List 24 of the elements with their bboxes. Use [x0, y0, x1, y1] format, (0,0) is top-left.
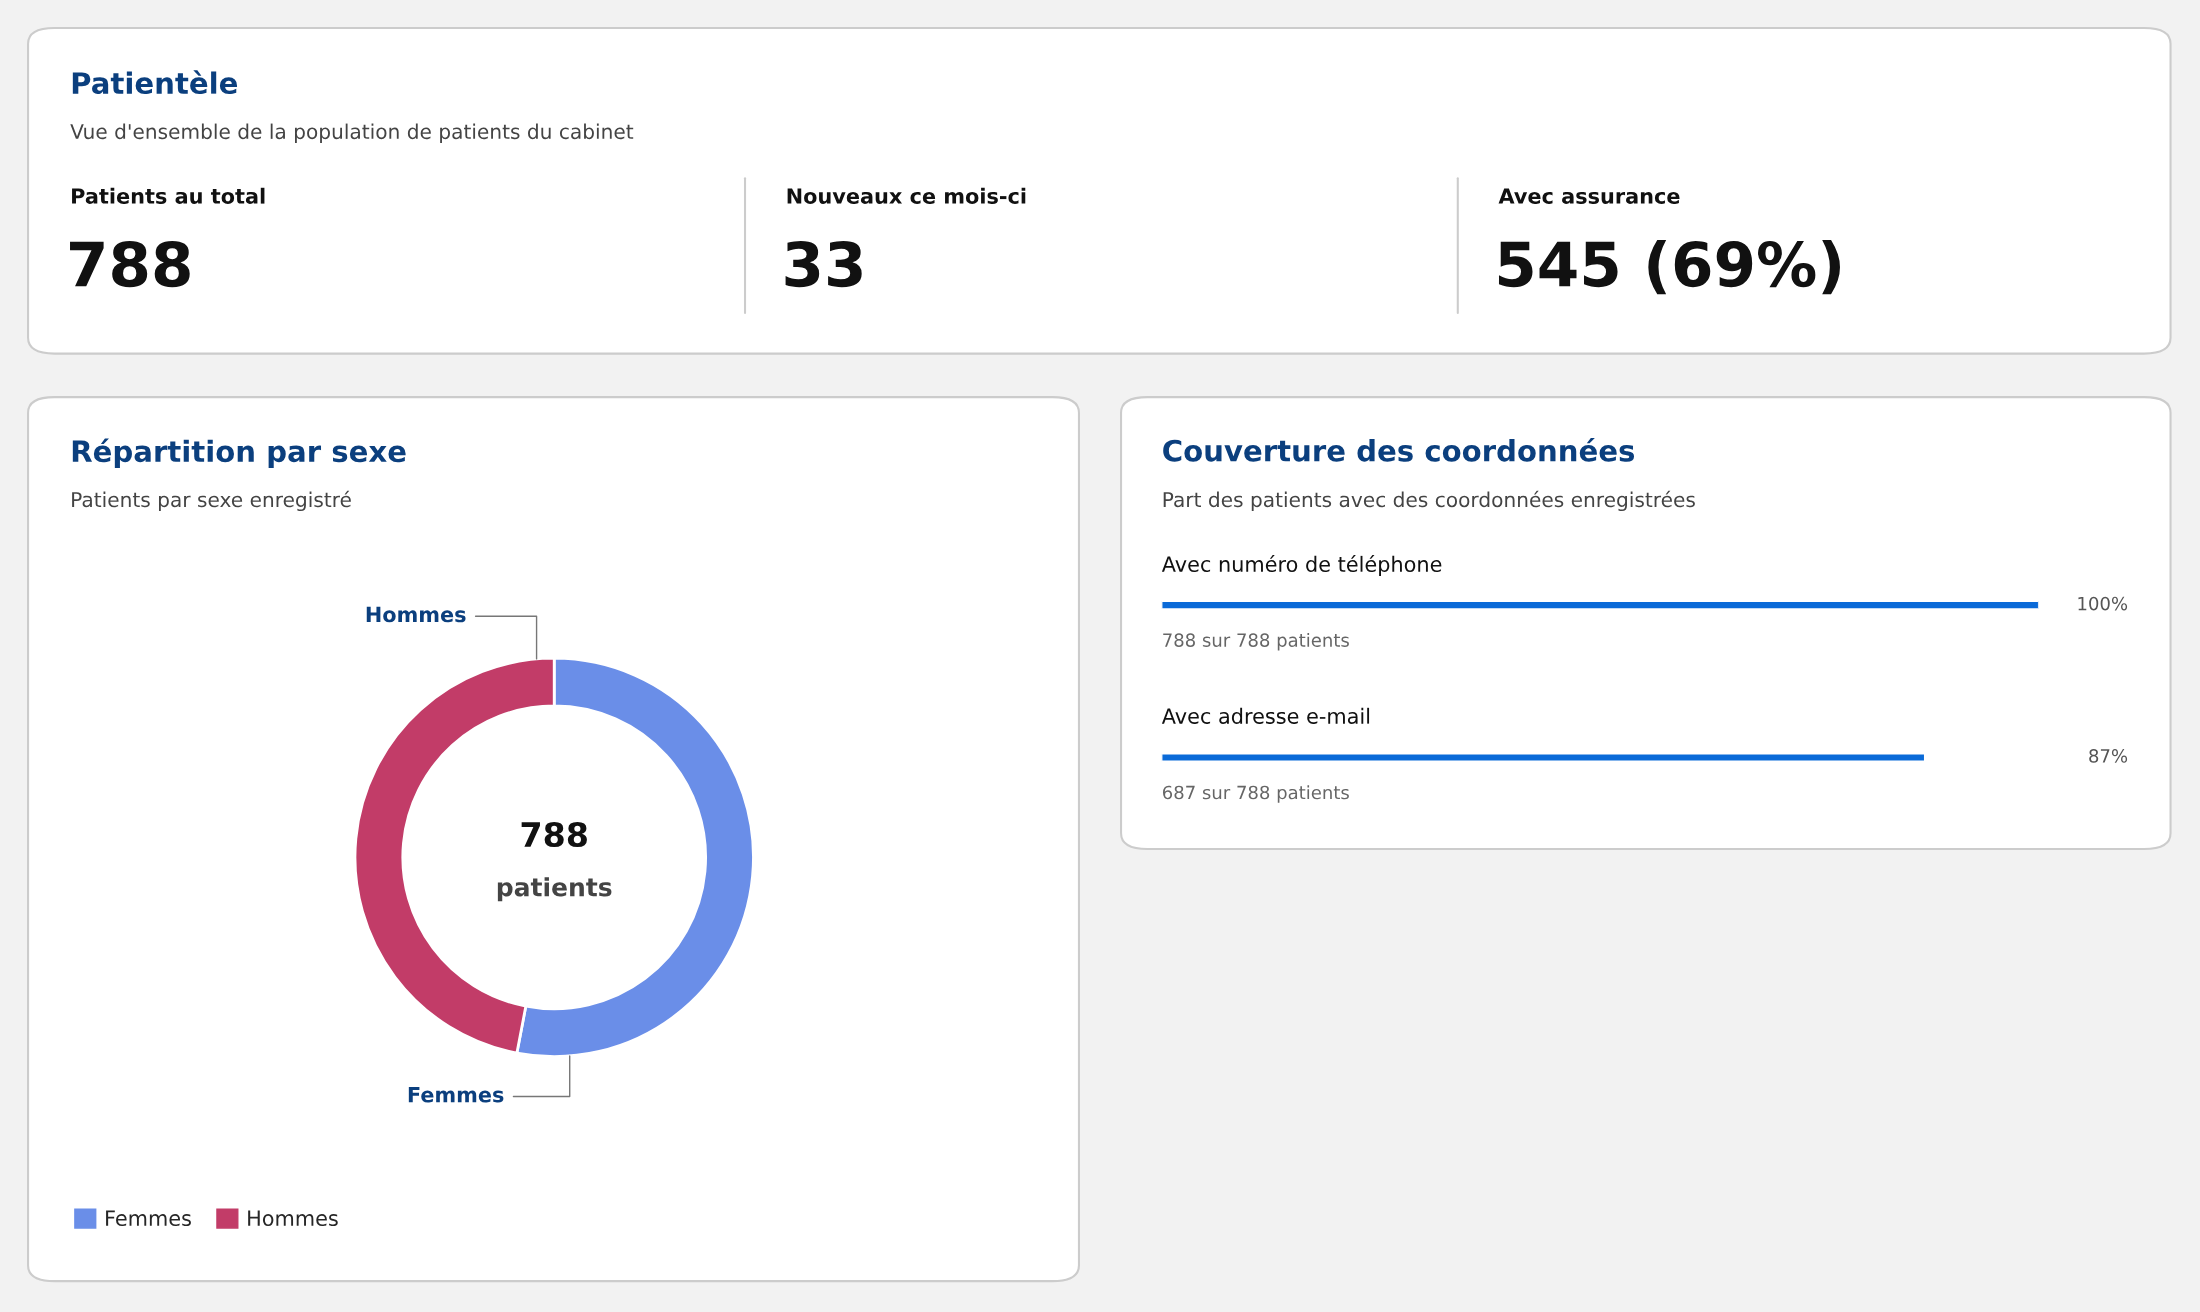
text: 545 (69%) [1498, 239, 1840, 295]
chart-title: Répartition par sexe [72, 438, 406, 468]
legend-label: Femmes [106, 1210, 191, 1227]
chart-subtitle: Part des patients avec des coordonnées enregistrées [1163, 490, 1695, 512]
y-tick-label: Avec numéro de téléphone [1161, 555, 1442, 577]
text: Patients au total [72, 187, 265, 204]
text: 788 [521, 821, 587, 848]
text: 33 [785, 240, 862, 288]
y-tick-label: Avec adresse e-mail [1161, 707, 1370, 724]
text: Nouveaux ce mois-ci [787, 187, 1026, 204]
text: Patientèle [72, 70, 238, 95]
text: Vue d'ensemble de la population de patients du cabinet [70, 123, 634, 144]
annotation: 788 sur 788 patients [1163, 632, 1349, 651]
text: 788 [70, 240, 190, 288]
annotation: 687 sur 788 patients [1163, 785, 1349, 803]
slice-label: Femmes [408, 1087, 504, 1103]
legend-label: Hommes [248, 1210, 338, 1227]
text: Avec assurance [1498, 188, 1680, 204]
data-label: 87% [2089, 749, 2128, 763]
slice-label: Hommes [366, 606, 466, 623]
chart-title: Couverture des coordonnées [1163, 437, 1635, 462]
text: patients [497, 877, 612, 902]
data-label: 100% [2078, 596, 2128, 611]
chart-subtitle: Patients par sexe enregistré [72, 490, 351, 512]
